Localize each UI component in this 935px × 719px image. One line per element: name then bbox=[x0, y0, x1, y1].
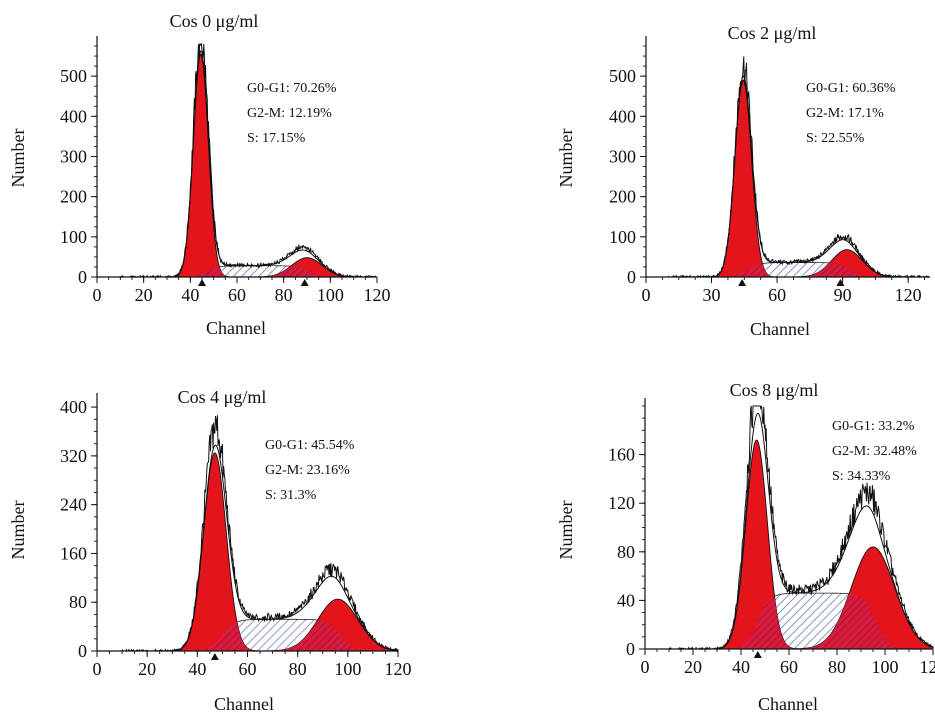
plot-area: 0 20 40 60 80 100 120 0 100 200 300 400 500 bbox=[60, 36, 391, 305]
s-g2-overlap bbox=[120, 266, 377, 277]
annotation-s: S: 22.55% bbox=[806, 131, 865, 146]
panel-cos-0: Cos 0 μg/ml Number Channel G0-G1: 70.26%… bbox=[8, 11, 391, 338]
annotation-g0g1: G0-G1: 60.36% bbox=[806, 81, 896, 96]
fit-envelope-line bbox=[667, 75, 930, 278]
x-tick-label: 0 bbox=[642, 285, 651, 305]
y-axis-label: Number bbox=[556, 501, 576, 560]
plot-area: 0 30 60 90 120 0 100 200 300 400 500 bbox=[609, 36, 930, 305]
histogram-line bbox=[667, 56, 930, 279]
annotation-g0g1: G0-G1: 70.26% bbox=[247, 81, 337, 96]
x-tick-label: 100 bbox=[334, 659, 361, 679]
x-tick-label: 60 bbox=[768, 285, 786, 305]
peak-marker-icon bbox=[738, 279, 747, 286]
s-phase-area bbox=[667, 262, 930, 278]
x-axis-label: Channel bbox=[758, 694, 818, 714]
x-tick-label: 120 bbox=[385, 659, 412, 679]
plot-area: 0 20 40 60 80 100 120 0 40 80 120 160 bbox=[608, 398, 935, 677]
x-tick-label: 120 bbox=[920, 657, 935, 677]
annotation-g2m: G2-M: 32.48% bbox=[832, 444, 917, 459]
y-tick-label: 300 bbox=[60, 146, 87, 166]
x-tick-label: 120 bbox=[364, 285, 391, 305]
annotation-g2m: G2-M: 12.19% bbox=[247, 106, 332, 121]
y-tick-label: 0 bbox=[627, 267, 636, 287]
y-tick-label: 0 bbox=[78, 267, 87, 287]
x-tick-label: 60 bbox=[228, 285, 246, 305]
x-tick-label: 20 bbox=[684, 657, 702, 677]
peak-marker-icon bbox=[210, 653, 219, 660]
y-tick-label: 200 bbox=[60, 187, 87, 207]
y-tick-label: 400 bbox=[60, 397, 87, 417]
panel-title: Cos 8 μg/ml bbox=[730, 380, 819, 400]
x-tick-label: 0 bbox=[93, 659, 102, 679]
panel-cos-4: Cos 4 μg/ml Number Channel G0-G1: 45.54%… bbox=[8, 387, 412, 714]
y-tick-label: 320 bbox=[60, 446, 87, 466]
y-tick-label: 300 bbox=[609, 146, 636, 166]
peak-marker-icon bbox=[753, 651, 762, 658]
y-tick-label: 120 bbox=[608, 493, 635, 513]
y-axis-label: Number bbox=[8, 129, 28, 188]
annotation-g0g1: G0-G1: 45.54% bbox=[265, 438, 355, 453]
x-tick-label: 100 bbox=[872, 657, 899, 677]
annotation-s: S: 34.33% bbox=[832, 469, 891, 484]
x-axis-label: Channel bbox=[206, 318, 266, 338]
y-tick-label: 400 bbox=[609, 106, 636, 126]
x-tick-label: 20 bbox=[138, 659, 156, 679]
plot-area: 0 20 40 60 80 100 120 0 80 160 240 320 400 bbox=[60, 393, 412, 679]
y-tick-label: 0 bbox=[626, 639, 635, 659]
annotation-g2m: G2-M: 17.1% bbox=[806, 106, 884, 121]
panel-title: Cos 0 μg/ml bbox=[170, 11, 259, 31]
peak-marker-icon bbox=[300, 279, 309, 286]
y-axis-label: Number bbox=[556, 129, 576, 188]
x-tick-label: 100 bbox=[317, 285, 344, 305]
x-axis-label: Channel bbox=[214, 694, 274, 714]
y-tick-label: 40 bbox=[617, 590, 635, 610]
annotation-s: S: 31.3% bbox=[265, 488, 317, 503]
x-tick-label: 80 bbox=[828, 657, 846, 677]
g0g1-peak-area bbox=[667, 79, 930, 278]
y-tick-label: 80 bbox=[617, 542, 635, 562]
x-tick-label: 80 bbox=[275, 285, 293, 305]
histogram-line bbox=[121, 415, 399, 653]
peak-marker-icon bbox=[836, 279, 845, 286]
y-tick-label: 100 bbox=[609, 227, 636, 247]
panel-cos-2: Cos 2 μg/ml Number Channel G0-G1: 60.36%… bbox=[556, 23, 930, 339]
peak-marker-icon bbox=[198, 279, 206, 286]
x-tick-label: 0 bbox=[641, 657, 650, 677]
x-axis-label: Channel bbox=[750, 319, 810, 339]
x-tick-label: 40 bbox=[188, 659, 206, 679]
y-tick-label: 240 bbox=[60, 495, 87, 515]
y-tick-label: 100 bbox=[60, 227, 87, 247]
x-tick-label: 60 bbox=[780, 657, 798, 677]
y-tick-label: 80 bbox=[69, 592, 87, 612]
y-tick-label: 160 bbox=[608, 445, 635, 465]
panel-cos-8: Cos 8 μg/ml Number Channel G0-G1: 33.2% … bbox=[556, 380, 935, 714]
x-tick-label: 40 bbox=[181, 285, 199, 305]
s-g2-overlap bbox=[669, 593, 933, 649]
panel-title: Cos 4 μg/ml bbox=[178, 387, 267, 407]
x-tick-label: 60 bbox=[239, 659, 257, 679]
annotation-s: S: 17.15% bbox=[247, 131, 306, 146]
y-axis-label: Number bbox=[8, 501, 28, 560]
x-tick-label: 30 bbox=[703, 285, 721, 305]
panel-title: Cos 2 μg/ml bbox=[728, 23, 817, 43]
annotation-g2m: G2-M: 23.16% bbox=[265, 463, 350, 478]
x-tick-label: 90 bbox=[834, 285, 852, 305]
y-tick-label: 400 bbox=[60, 106, 87, 126]
y-tick-label: 160 bbox=[60, 543, 87, 563]
s-g2-overlap bbox=[122, 620, 398, 651]
x-tick-label: 40 bbox=[732, 657, 750, 677]
y-tick-label: 500 bbox=[609, 66, 636, 86]
histogram-line bbox=[120, 42, 378, 279]
x-tick-label: 80 bbox=[289, 659, 307, 679]
annotation-g0g1: G0-G1: 33.2% bbox=[832, 419, 915, 434]
y-tick-label: 0 bbox=[78, 641, 87, 661]
y-tick-label: 500 bbox=[60, 66, 87, 86]
y-tick-label: 200 bbox=[609, 187, 636, 207]
x-tick-label: 0 bbox=[93, 285, 102, 305]
x-tick-label: 120 bbox=[895, 285, 922, 305]
x-tick-label: 20 bbox=[135, 285, 153, 305]
